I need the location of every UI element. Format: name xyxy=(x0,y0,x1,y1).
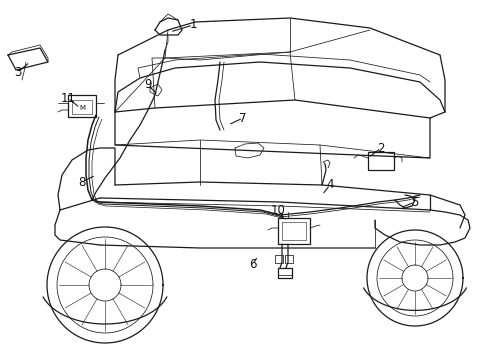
Bar xyxy=(368,152,394,170)
Text: 5: 5 xyxy=(411,195,418,208)
Bar xyxy=(68,95,96,117)
Text: 8: 8 xyxy=(78,175,86,189)
Text: 6: 6 xyxy=(249,257,257,270)
Text: 9: 9 xyxy=(144,78,152,91)
Text: 2: 2 xyxy=(377,141,385,154)
Text: 10: 10 xyxy=(270,203,286,216)
Text: 4: 4 xyxy=(326,179,334,192)
Text: M: M xyxy=(79,105,85,111)
Bar xyxy=(285,255,293,263)
Bar xyxy=(278,218,310,244)
Text: 3: 3 xyxy=(14,66,22,78)
Text: 7: 7 xyxy=(239,112,247,125)
Bar xyxy=(275,255,283,263)
Text: 1: 1 xyxy=(189,18,197,31)
Text: 11: 11 xyxy=(60,91,75,104)
